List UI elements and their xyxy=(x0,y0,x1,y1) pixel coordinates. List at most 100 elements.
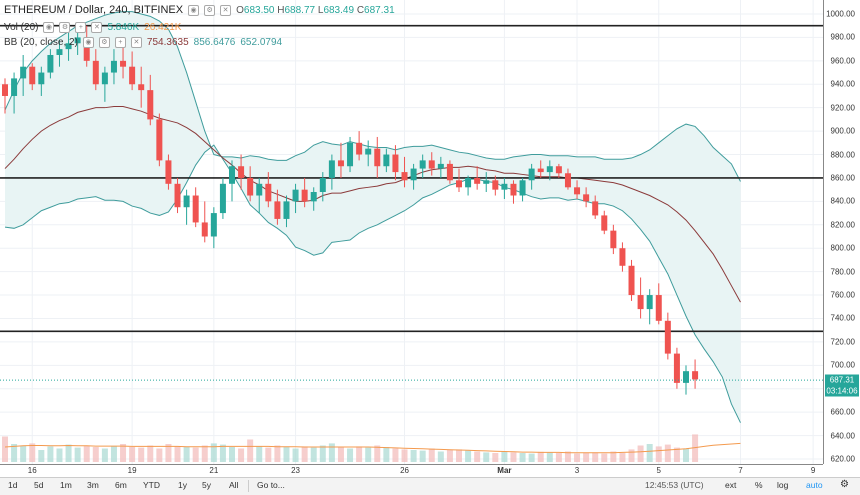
bb-upper-line xyxy=(4,11,741,182)
percent-toggle[interactable]: % xyxy=(755,480,763,490)
candle-body xyxy=(120,60,127,67)
volume-bar xyxy=(392,448,399,462)
candle-body xyxy=(501,183,508,190)
volume-bar xyxy=(465,450,472,462)
candle-body xyxy=(519,180,526,196)
time-tick-label: Mar xyxy=(497,466,512,475)
volume-bar xyxy=(610,451,617,462)
candle-body xyxy=(92,60,99,85)
volume-ma-line xyxy=(4,442,741,454)
chart-area[interactable]: ETHEREUM / Dollar, 240, BITFINEX ◉ ⚙ ✕ O… xyxy=(0,0,823,464)
candle-body xyxy=(428,160,435,169)
volume-bar xyxy=(501,451,508,462)
candle-body xyxy=(646,295,653,310)
candle-body xyxy=(564,173,571,188)
auto-toggle[interactable]: auto xyxy=(806,480,823,490)
vol-visibility-icon[interactable]: ◉ xyxy=(43,22,55,33)
candle-body xyxy=(283,201,290,219)
price-tick-label: 760.00 xyxy=(830,290,855,300)
volume-bar xyxy=(301,446,308,462)
legend-settings-icon[interactable]: ⚙ xyxy=(204,4,216,16)
volume-bar xyxy=(201,445,208,462)
candle-body xyxy=(265,183,272,202)
bb-visibility-icon[interactable]: ◉ xyxy=(82,37,94,48)
ext-toggle[interactable]: ext xyxy=(725,480,737,490)
range-button-ytd[interactable]: YTD xyxy=(143,480,160,490)
volume-bar xyxy=(683,448,689,462)
volume-legend: Vol (20) ◉ ⚙ + ✕ 5.846K 26.421K xyxy=(4,22,181,33)
candle-body xyxy=(201,222,208,237)
time-tick-label: 3 xyxy=(574,466,580,475)
volume-bar xyxy=(120,444,127,462)
bb-basis-line xyxy=(4,106,741,303)
volume-bar xyxy=(192,447,199,462)
range-button-5y[interactable]: 5y xyxy=(202,480,211,490)
candle-body xyxy=(192,195,199,223)
range-button-1y[interactable]: 1y xyxy=(178,480,187,490)
ohlc-key: C xyxy=(356,4,365,16)
volume-bar xyxy=(110,446,117,462)
candle-body xyxy=(74,37,81,44)
time-tick-label: 5 xyxy=(656,466,661,475)
bb-legend: BB (20, close, 2) ◉ ⚙ + ✕ 754.3635 856.6… xyxy=(4,37,282,48)
bb-upper-value: 856.6476 xyxy=(193,37,236,48)
volume-bar xyxy=(147,445,154,462)
candle-body xyxy=(110,60,117,73)
range-button-1d[interactable]: 1d xyxy=(8,480,18,490)
candle-body xyxy=(129,66,136,85)
legend-visibility-icon[interactable]: ◉ xyxy=(188,4,200,16)
price-tick-label: 920.00 xyxy=(830,103,855,113)
volume-bar xyxy=(356,446,363,462)
volume-bar xyxy=(310,447,317,462)
range-button-5d[interactable]: 5d xyxy=(34,480,44,490)
ohlc-values: O683.50 H688.77 L683.49 C687.31 xyxy=(236,5,395,16)
candle-body xyxy=(310,192,317,202)
vol-close-icon[interactable]: ✕ xyxy=(91,22,103,33)
vol-settings-icon[interactable]: ⚙ xyxy=(59,22,71,33)
ohlc-value: 683.49 xyxy=(323,4,357,16)
candle-body xyxy=(410,168,417,181)
candle-body xyxy=(174,183,181,208)
time-axis[interactable]: 16 19 21 23 26 Mar 3 5 7 9 xyxy=(0,464,823,477)
candle-body xyxy=(492,180,499,190)
price-tick-label: 880.00 xyxy=(830,150,855,160)
bb-add-icon[interactable]: + xyxy=(114,37,126,48)
volume-bar xyxy=(47,446,54,462)
candle-body xyxy=(183,195,190,208)
bb-band-fill xyxy=(5,11,741,423)
price-chart[interactable] xyxy=(0,0,823,464)
bb-label: BB (20, close, 2) xyxy=(4,37,78,48)
price-tick-label: 620.00 xyxy=(830,454,855,464)
volume-bar xyxy=(138,447,145,462)
range-button-6m[interactable]: 6m xyxy=(115,480,127,490)
vol-add-icon[interactable]: + xyxy=(75,22,87,33)
volume-bar xyxy=(428,448,435,462)
candle-body xyxy=(465,177,472,188)
volume-bar xyxy=(274,445,281,462)
candle-body xyxy=(474,177,481,184)
volume-bar xyxy=(238,448,245,462)
volume-bar xyxy=(619,453,626,462)
price-axis[interactable]: 1000.00 980.00 960.00 940.00 920.00 900.00 880… xyxy=(823,0,860,464)
volume-bar xyxy=(637,445,644,462)
candle-body xyxy=(510,183,517,196)
gear-icon[interactable]: ⚙ xyxy=(840,479,849,490)
log-toggle[interactable]: log xyxy=(777,480,789,490)
candle-body xyxy=(592,201,599,216)
volume-bar xyxy=(247,439,254,462)
volume-bar xyxy=(492,453,499,462)
candle-body xyxy=(374,148,381,167)
bb-close-icon[interactable]: ✕ xyxy=(130,37,142,48)
price-tick-label: 980.00 xyxy=(830,32,855,42)
bb-settings-icon[interactable]: ⚙ xyxy=(98,37,110,48)
candle-body xyxy=(210,213,217,237)
range-button-all[interactable]: All xyxy=(229,480,239,490)
time-tick-label: 23 xyxy=(291,466,300,475)
volume-bar xyxy=(601,453,608,462)
range-button-3m[interactable]: 3m xyxy=(87,480,99,490)
bb-lower-line xyxy=(4,144,741,423)
range-button-1m[interactable]: 1m xyxy=(60,480,72,490)
candle-body xyxy=(65,43,72,50)
legend-close-icon[interactable]: ✕ xyxy=(220,4,232,16)
goto-button[interactable]: Go to... xyxy=(257,480,285,490)
